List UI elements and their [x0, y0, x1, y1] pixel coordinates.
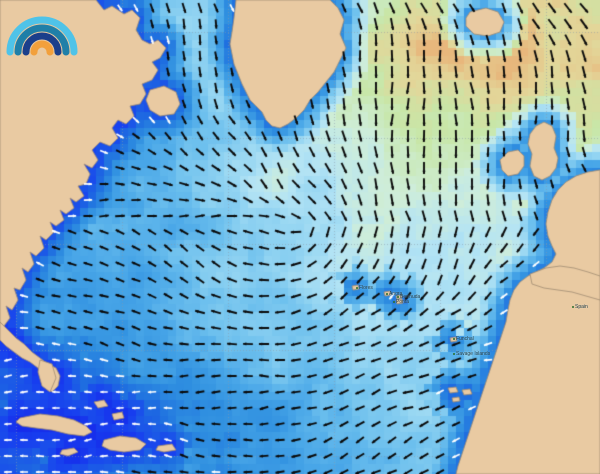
- concentric-arcs-icon[interactable]: [4, 2, 80, 60]
